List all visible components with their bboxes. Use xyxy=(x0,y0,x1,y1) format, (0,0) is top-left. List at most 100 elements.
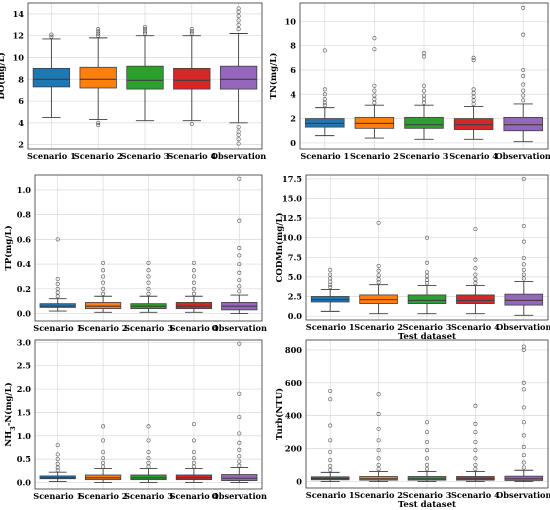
outlier-point xyxy=(237,415,242,420)
outlier-point xyxy=(473,272,478,277)
outlier-point xyxy=(376,220,381,225)
x-tick-label: Scenario 3 xyxy=(124,323,173,333)
outlier-point xyxy=(55,286,60,291)
outlier-point xyxy=(55,281,60,286)
outlier-point xyxy=(376,273,381,278)
y-axis-label: DO(mg/L) xyxy=(0,52,7,99)
x-tick-label: Scenario 1 xyxy=(300,151,349,161)
outlier-point xyxy=(191,456,196,461)
outlier-point xyxy=(328,449,333,454)
outlier-point xyxy=(422,50,426,55)
outlier-point xyxy=(473,467,478,472)
x-tick-label: Scenario 4 xyxy=(449,151,498,161)
outlier-point xyxy=(146,280,151,285)
x-axis-label: Test dataset xyxy=(398,332,456,342)
outlier-point xyxy=(372,88,377,93)
outlier-point xyxy=(473,403,478,408)
y-tick-label: 10.0 xyxy=(282,233,302,243)
outlier-point xyxy=(322,87,327,92)
outlier-point xyxy=(376,448,381,453)
outlier-point xyxy=(236,137,241,142)
y-tick-label: 0.6 xyxy=(17,234,32,244)
y-tick-label: 0.2 xyxy=(17,284,31,294)
outlier-point xyxy=(237,284,242,289)
x-tick-label: Scenario 2 xyxy=(79,323,128,333)
box-observation xyxy=(221,474,258,481)
outlier-point xyxy=(372,83,377,88)
y-tick-label: 17.5 xyxy=(282,174,302,184)
outlier-point xyxy=(328,285,333,290)
outlier-point xyxy=(101,450,106,455)
outlier-point xyxy=(425,430,429,435)
y-tick-label: 7.5 xyxy=(288,252,303,262)
x-tick-label: Scenario 1 xyxy=(27,151,76,161)
box-scenario-3 xyxy=(407,294,447,304)
outlier-point xyxy=(521,465,526,470)
outlier-point xyxy=(473,456,478,461)
outlier-point xyxy=(237,289,242,294)
outlier-point xyxy=(146,286,151,291)
outlier-point xyxy=(189,27,194,32)
outlier-point xyxy=(521,380,526,385)
y-axis-label: Turb(NTU) xyxy=(274,388,285,440)
outlier-point xyxy=(425,270,429,275)
y-axis-label: NH3-N(mg/L) xyxy=(3,382,17,446)
outlier-point xyxy=(191,460,196,465)
outlier-point xyxy=(146,456,151,461)
outlier-point xyxy=(471,58,476,63)
outlier-point xyxy=(96,29,101,34)
outlier-point xyxy=(236,6,241,11)
outlier-point xyxy=(425,456,429,461)
outlier-point xyxy=(471,87,476,92)
y-tick-label: 0.0 xyxy=(288,311,303,321)
outlier-point xyxy=(237,270,242,275)
outlier-point xyxy=(521,420,526,425)
outlier-point xyxy=(376,463,381,467)
outlier-point xyxy=(146,464,151,469)
outlier-point xyxy=(237,246,242,250)
outlier-point xyxy=(55,461,60,466)
outlier-point xyxy=(55,465,60,470)
outlier-point xyxy=(191,438,196,443)
y-tick-label: 2.5 xyxy=(17,361,32,371)
outlier-point xyxy=(96,123,101,128)
plot-frame xyxy=(34,174,263,322)
outlier-point xyxy=(101,286,106,291)
x-tick-label: Scenario 2 xyxy=(79,491,128,501)
x-tick-label: Scenario 3 xyxy=(403,490,452,500)
x-tick-label: Observation xyxy=(212,491,267,501)
outlier-point xyxy=(146,291,151,296)
y-tick-label: 2 xyxy=(290,114,296,124)
outlier-point xyxy=(372,93,377,98)
outlier-point xyxy=(521,276,526,281)
outlier-point xyxy=(322,103,327,108)
x-axis-label: Test dataset xyxy=(398,500,456,510)
outlier-point xyxy=(521,267,526,272)
outlier-point xyxy=(236,18,241,23)
outlier-point xyxy=(237,253,242,258)
outlier-point xyxy=(101,464,106,469)
y-tick-label: 10 xyxy=(285,16,297,26)
outlier-point xyxy=(521,223,526,228)
outlier-point xyxy=(49,32,54,37)
y-tick-label: 0 xyxy=(290,138,296,148)
plot-frame xyxy=(299,2,549,150)
x-tick-label: Scenario 2 xyxy=(354,322,403,332)
y-tick-label: 400 xyxy=(285,411,302,421)
box-observation xyxy=(219,65,258,90)
x-tick-label: Scenario 4 xyxy=(169,491,218,501)
y-tick-label: 2 xyxy=(18,140,24,150)
outlier-point xyxy=(471,55,476,60)
outlier-point xyxy=(425,278,429,283)
outlier-point xyxy=(521,239,526,244)
x-tick-label: Scenario 2 xyxy=(74,151,123,161)
outlier-point xyxy=(55,294,60,299)
box-scenario-2 xyxy=(84,302,122,310)
x-tick-label: Scenario 1 xyxy=(306,490,355,500)
outlier-point xyxy=(101,460,106,465)
outlier-point xyxy=(237,278,242,283)
outlier-point xyxy=(237,463,242,468)
